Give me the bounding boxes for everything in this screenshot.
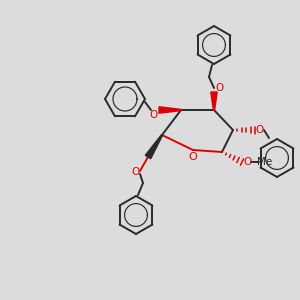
Text: Me: Me [257, 157, 273, 167]
Text: O: O [215, 83, 223, 93]
Text: O: O [243, 157, 251, 167]
Text: O: O [131, 167, 139, 177]
Text: O: O [150, 110, 158, 120]
Polygon shape [159, 107, 181, 113]
Polygon shape [145, 135, 163, 159]
Text: O: O [189, 152, 197, 162]
Polygon shape [211, 92, 217, 110]
Text: O: O [256, 125, 264, 135]
